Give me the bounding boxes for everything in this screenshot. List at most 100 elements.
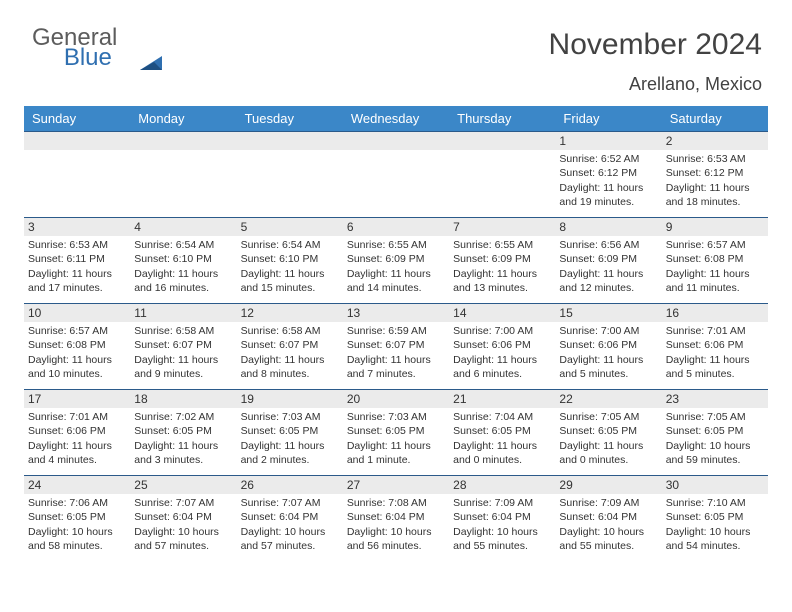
month-title: November 2024 — [549, 28, 762, 62]
daylight-line: and 15 minutes. — [241, 281, 339, 295]
sunrise-line: Sunrise: 7:06 AM — [28, 496, 126, 510]
day-header: Thursday — [449, 106, 555, 131]
daylight-line: and 8 minutes. — [241, 367, 339, 381]
day-number — [237, 132, 343, 150]
sunset-line: Sunset: 6:06 PM — [453, 338, 551, 352]
sunset-line: Sunset: 6:05 PM — [241, 424, 339, 438]
calendar-cell: 29Sunrise: 7:09 AMSunset: 6:04 PMDayligh… — [555, 475, 661, 561]
sunset-line: Sunset: 6:05 PM — [453, 424, 551, 438]
daylight-line: and 19 minutes. — [559, 195, 657, 209]
calendar-cell: 1Sunrise: 6:52 AMSunset: 6:12 PMDaylight… — [555, 131, 661, 217]
calendar-cell: 10Sunrise: 6:57 AMSunset: 6:08 PMDayligh… — [24, 303, 130, 389]
day-number: 6 — [343, 218, 449, 236]
daylight-line: Daylight: 11 hours — [241, 353, 339, 367]
daylight-line: Daylight: 11 hours — [666, 353, 764, 367]
day-number: 7 — [449, 218, 555, 236]
calendar-cell: 7Sunrise: 6:55 AMSunset: 6:09 PMDaylight… — [449, 217, 555, 303]
calendar-cell: 23Sunrise: 7:05 AMSunset: 6:05 PMDayligh… — [662, 389, 768, 475]
sunset-line: Sunset: 6:07 PM — [134, 338, 232, 352]
sunrise-line: Sunrise: 6:55 AM — [347, 238, 445, 252]
sunrise-line: Sunrise: 7:02 AM — [134, 410, 232, 424]
daylight-line: Daylight: 11 hours — [241, 439, 339, 453]
sunrise-line: Sunrise: 6:56 AM — [559, 238, 657, 252]
daylight-line: Daylight: 11 hours — [453, 353, 551, 367]
sunset-line: Sunset: 6:07 PM — [347, 338, 445, 352]
calendar-cell: 14Sunrise: 7:00 AMSunset: 6:06 PMDayligh… — [449, 303, 555, 389]
daylight-line: and 57 minutes. — [241, 539, 339, 553]
sunset-line: Sunset: 6:12 PM — [666, 166, 764, 180]
day-number: 9 — [662, 218, 768, 236]
calendar-cell: 6Sunrise: 6:55 AMSunset: 6:09 PMDaylight… — [343, 217, 449, 303]
sunset-line: Sunset: 6:08 PM — [666, 252, 764, 266]
calendar-cell: 20Sunrise: 7:03 AMSunset: 6:05 PMDayligh… — [343, 389, 449, 475]
daylight-line: Daylight: 11 hours — [134, 439, 232, 453]
day-number: 29 — [555, 476, 661, 494]
sunset-line: Sunset: 6:09 PM — [453, 252, 551, 266]
calendar-cell: 18Sunrise: 7:02 AMSunset: 6:05 PMDayligh… — [130, 389, 236, 475]
calendar-cell: 19Sunrise: 7:03 AMSunset: 6:05 PMDayligh… — [237, 389, 343, 475]
sunset-line: Sunset: 6:04 PM — [559, 510, 657, 524]
sunrise-line: Sunrise: 7:03 AM — [241, 410, 339, 424]
calendar-cell: 11Sunrise: 6:58 AMSunset: 6:07 PMDayligh… — [130, 303, 236, 389]
calendar-cell: 25Sunrise: 7:07 AMSunset: 6:04 PMDayligh… — [130, 475, 236, 561]
sunrise-line: Sunrise: 7:05 AM — [666, 410, 764, 424]
day-header: Monday — [130, 106, 236, 131]
day-number: 20 — [343, 390, 449, 408]
day-number: 16 — [662, 304, 768, 322]
day-number: 15 — [555, 304, 661, 322]
daylight-line: Daylight: 11 hours — [347, 439, 445, 453]
daylight-line: Daylight: 10 hours — [453, 525, 551, 539]
calendar-grid: SundayMondayTuesdayWednesdayThursdayFrid… — [24, 106, 768, 561]
daylight-line: Daylight: 11 hours — [453, 439, 551, 453]
daylight-line: Daylight: 11 hours — [559, 353, 657, 367]
daylight-line: and 4 minutes. — [28, 453, 126, 467]
sunset-line: Sunset: 6:06 PM — [666, 338, 764, 352]
sunrise-line: Sunrise: 7:07 AM — [134, 496, 232, 510]
sunset-line: Sunset: 6:05 PM — [666, 510, 764, 524]
daylight-line: and 56 minutes. — [347, 539, 445, 553]
logo-triangle-icon — [140, 56, 166, 74]
calendar-cell — [343, 131, 449, 217]
day-header: Saturday — [662, 106, 768, 131]
location: Arellano, Mexico — [549, 74, 762, 95]
daylight-line: and 5 minutes. — [559, 367, 657, 381]
daylight-line: Daylight: 11 hours — [28, 353, 126, 367]
sunset-line: Sunset: 6:04 PM — [347, 510, 445, 524]
daylight-line: Daylight: 11 hours — [28, 439, 126, 453]
day-number: 10 — [24, 304, 130, 322]
sunrise-line: Sunrise: 7:09 AM — [453, 496, 551, 510]
day-number — [24, 132, 130, 150]
day-number: 4 — [130, 218, 236, 236]
sunrise-line: Sunrise: 7:03 AM — [347, 410, 445, 424]
daylight-line: Daylight: 11 hours — [559, 267, 657, 281]
day-number: 11 — [130, 304, 236, 322]
logo-text-blue: Blue — [64, 44, 112, 71]
sunrise-line: Sunrise: 7:07 AM — [241, 496, 339, 510]
sunset-line: Sunset: 6:04 PM — [453, 510, 551, 524]
sunrise-line: Sunrise: 7:00 AM — [559, 324, 657, 338]
daylight-line: Daylight: 11 hours — [28, 267, 126, 281]
daylight-line: Daylight: 11 hours — [666, 267, 764, 281]
day-number — [449, 132, 555, 150]
sunrise-line: Sunrise: 6:54 AM — [241, 238, 339, 252]
day-number: 17 — [24, 390, 130, 408]
day-number — [343, 132, 449, 150]
sunset-line: Sunset: 6:05 PM — [666, 424, 764, 438]
day-number: 22 — [555, 390, 661, 408]
day-number: 23 — [662, 390, 768, 408]
sunrise-line: Sunrise: 6:54 AM — [134, 238, 232, 252]
sunset-line: Sunset: 6:06 PM — [559, 338, 657, 352]
sunrise-line: Sunrise: 7:04 AM — [453, 410, 551, 424]
daylight-line: and 0 minutes. — [453, 453, 551, 467]
sunrise-line: Sunrise: 7:09 AM — [559, 496, 657, 510]
sunset-line: Sunset: 6:10 PM — [241, 252, 339, 266]
day-number: 12 — [237, 304, 343, 322]
day-number: 24 — [24, 476, 130, 494]
day-number: 30 — [662, 476, 768, 494]
sunset-line: Sunset: 6:08 PM — [28, 338, 126, 352]
daylight-line: and 1 minute. — [347, 453, 445, 467]
calendar-cell: 26Sunrise: 7:07 AMSunset: 6:04 PMDayligh… — [237, 475, 343, 561]
calendar-cell — [237, 131, 343, 217]
daylight-line: and 6 minutes. — [453, 367, 551, 381]
calendar-cell: 30Sunrise: 7:10 AMSunset: 6:05 PMDayligh… — [662, 475, 768, 561]
